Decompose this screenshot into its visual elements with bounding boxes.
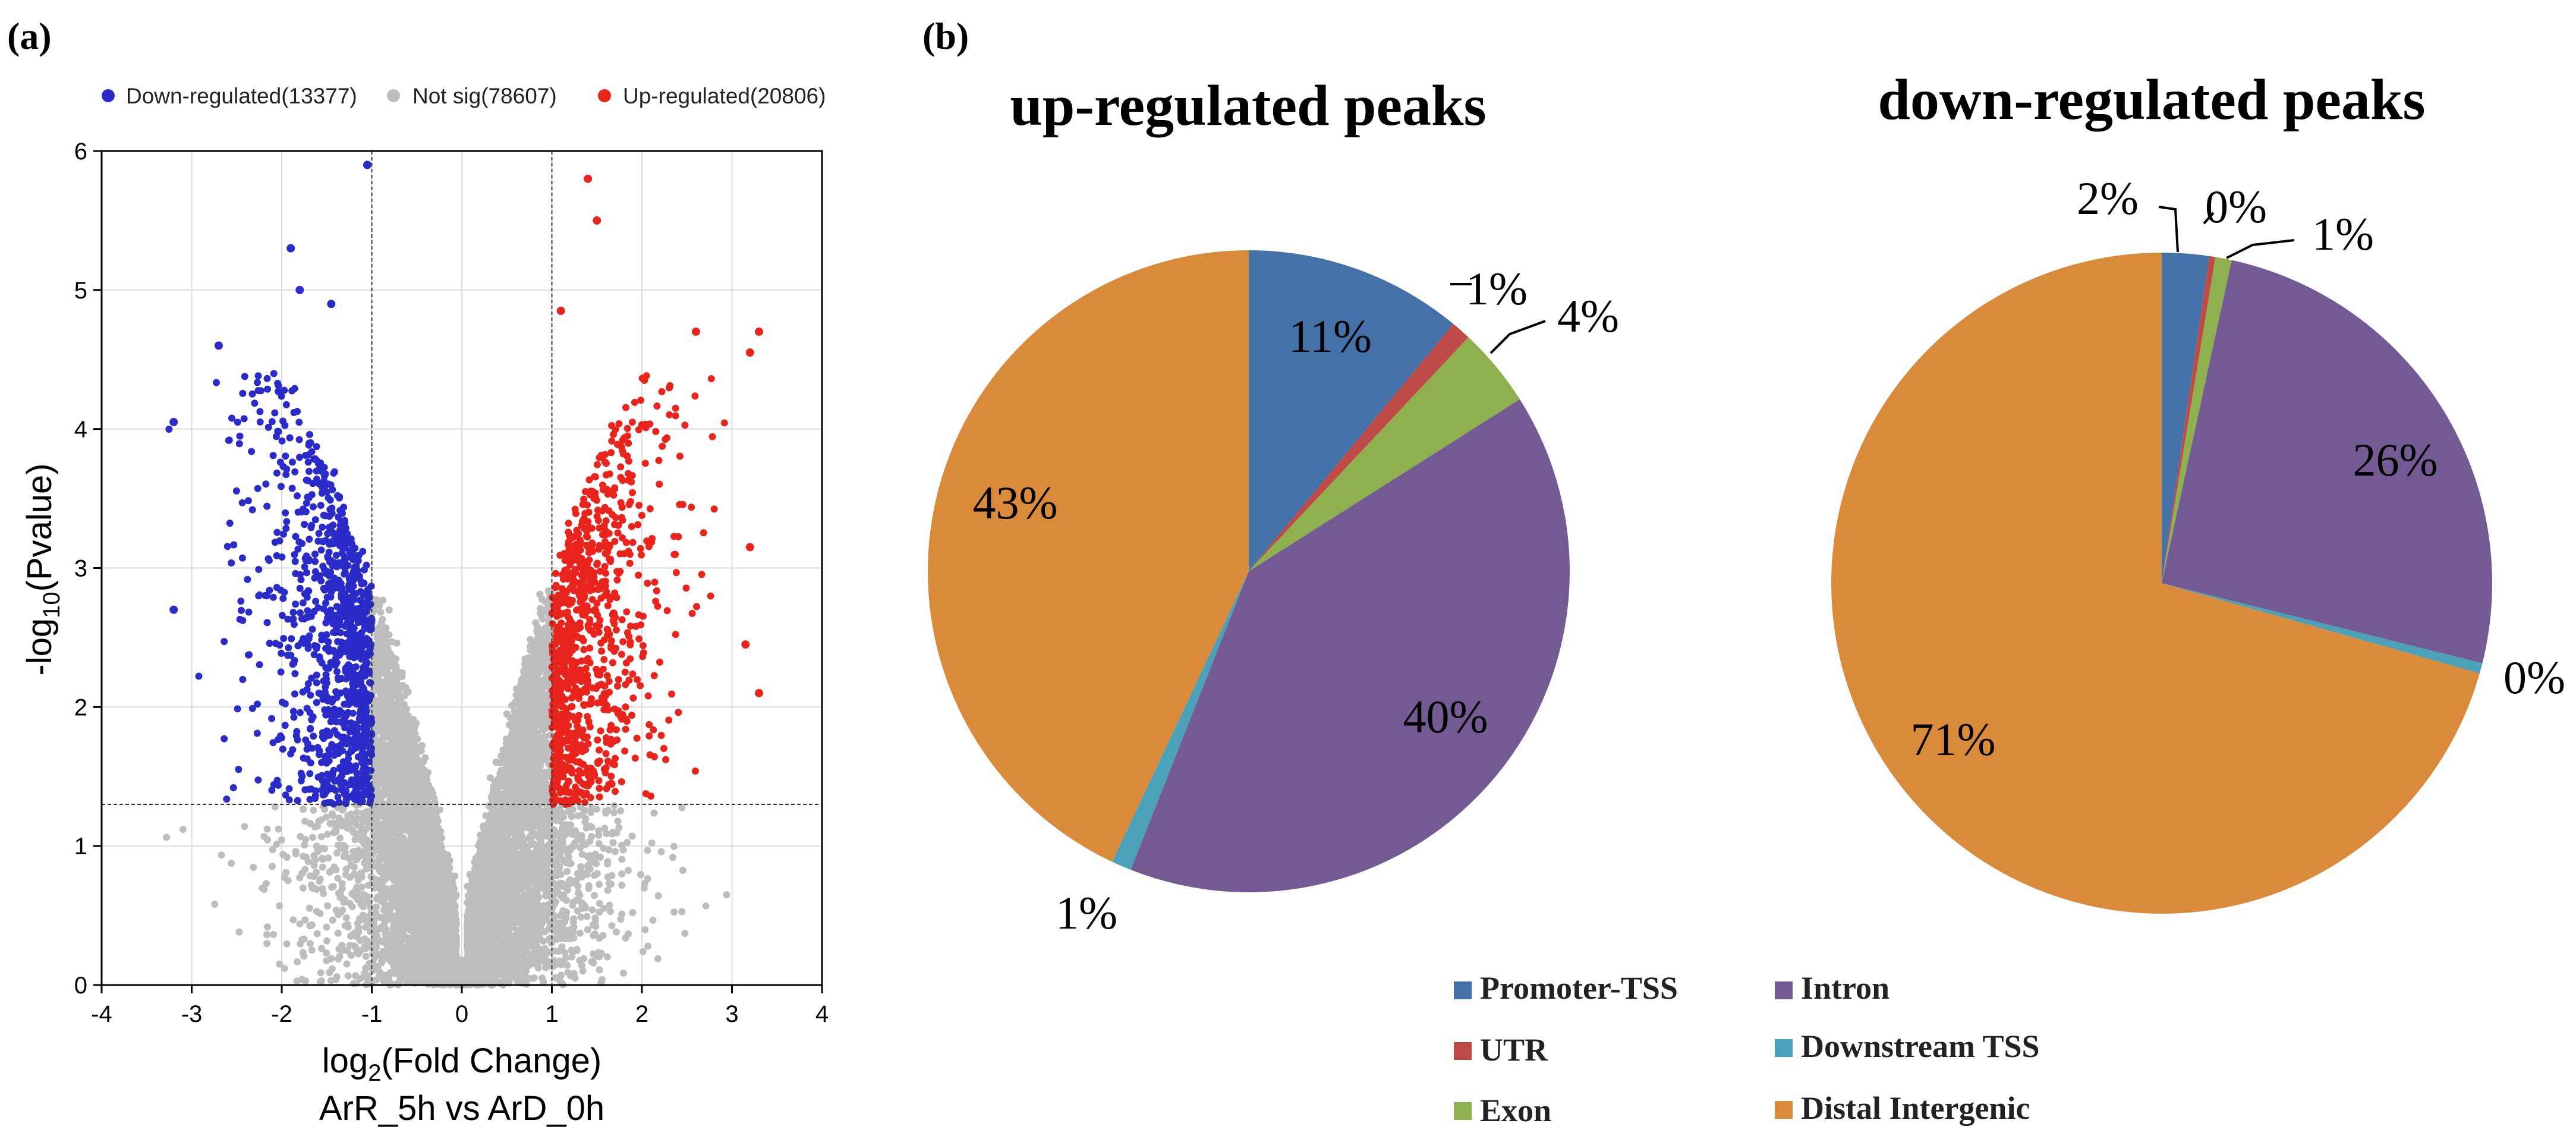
volcano-point (297, 940, 304, 948)
legend-down-label: Down-regulated(13377) (126, 84, 357, 108)
panel-b-label: (b) (922, 15, 969, 57)
volcano-point (585, 882, 593, 889)
volcano-point (339, 907, 347, 914)
volcano-point (641, 926, 649, 933)
volcano-point (323, 937, 330, 945)
volcano-point (241, 823, 248, 830)
volcano-point (654, 955, 662, 962)
volcano-points (163, 161, 763, 989)
volcano-point (678, 804, 686, 811)
volcano-point (681, 930, 689, 937)
volcano-point (333, 849, 341, 857)
volcano-point (270, 931, 278, 938)
volcano-point (303, 854, 310, 861)
volcano-point (591, 914, 599, 922)
volcano-grid (101, 150, 823, 986)
volcano-point (301, 916, 309, 924)
volcano-point (289, 916, 297, 924)
volcano-legend: Down-regulated(13377) Not sig(78607) Up-… (102, 84, 826, 108)
volcano-point (342, 866, 350, 873)
volcano-point (263, 825, 271, 833)
volcano-point (596, 880, 603, 888)
volcano-point (610, 809, 618, 817)
volcano-point (302, 836, 309, 844)
volcano-point (317, 833, 325, 841)
volcano-point (644, 875, 651, 883)
volcano-point (578, 851, 586, 858)
legend-notsig-label: Not sig(78607) (412, 84, 557, 108)
volcano-point (580, 955, 587, 962)
volcano-point (679, 867, 686, 874)
volcano-point (723, 891, 730, 899)
volcano-point (593, 870, 601, 877)
volcano-point (670, 908, 678, 916)
volcano-point (612, 848, 619, 855)
volcano-point (218, 851, 225, 859)
volcano-point (335, 841, 342, 849)
volcano-point (614, 817, 622, 825)
volcano-point (609, 839, 617, 847)
volcano-point (342, 871, 349, 879)
volcano-point (533, 627, 541, 635)
volcano-plot: Down-regulated(13377) Not sig(78607) Up-… (20, 84, 829, 1128)
volcano-point (324, 830, 332, 838)
volcano-point (347, 952, 355, 959)
legend-notsig-marker (387, 89, 400, 102)
volcano-point (260, 833, 268, 841)
volcano-point (605, 879, 613, 887)
volcano-point (431, 799, 439, 807)
volcano-point (669, 854, 676, 861)
volcano-point (568, 813, 575, 820)
volcano-point (617, 915, 625, 923)
volcano-point (564, 968, 572, 976)
panel-a-label: (a) (7, 15, 52, 57)
volcano-point (211, 901, 219, 908)
volcano-point (306, 872, 314, 880)
volcano-point (275, 825, 282, 833)
volcano-point (163, 833, 171, 841)
volcano-point (512, 691, 520, 699)
volcano-point (313, 930, 321, 937)
volcano-point (317, 945, 325, 952)
volcano-point (657, 848, 665, 855)
volcano-point (309, 833, 317, 841)
volcano-point (299, 884, 307, 892)
volcano-point (323, 923, 330, 931)
volcano-point (579, 967, 587, 975)
legend-up-label: Up-regulated(20806) (623, 84, 826, 108)
volcano-point (532, 848, 540, 855)
volcano-point (650, 809, 658, 817)
volcano-point (644, 847, 651, 854)
volcano-point (637, 871, 644, 879)
volcano-point (318, 854, 326, 862)
volcano-point (385, 606, 393, 614)
volcano-point (377, 608, 385, 616)
volcano-point (319, 863, 326, 871)
volcano-point (618, 882, 626, 889)
volcano-point (588, 906, 596, 914)
legend-up-marker (598, 89, 611, 102)
volcano-point (250, 864, 257, 871)
volcano-point (654, 892, 662, 899)
volcano-point (313, 869, 320, 876)
volcano-point (599, 932, 607, 939)
volcano-point (608, 922, 616, 930)
volcano-point (577, 913, 585, 921)
volcano-point (301, 841, 308, 849)
volcano-point (466, 871, 474, 878)
legend-down-marker (102, 89, 115, 102)
volcano-point (300, 806, 307, 813)
volcano-point (570, 915, 578, 923)
volcano-point (375, 739, 383, 747)
volcano-point (335, 955, 342, 963)
volcano-point (283, 854, 291, 861)
volcano-point (336, 834, 344, 842)
volcano-point (294, 958, 301, 965)
volcano-point (283, 940, 291, 948)
volcano-point (342, 914, 350, 921)
volcano-point (606, 908, 614, 915)
volcano-point (296, 920, 304, 928)
volcano-point (644, 942, 652, 950)
